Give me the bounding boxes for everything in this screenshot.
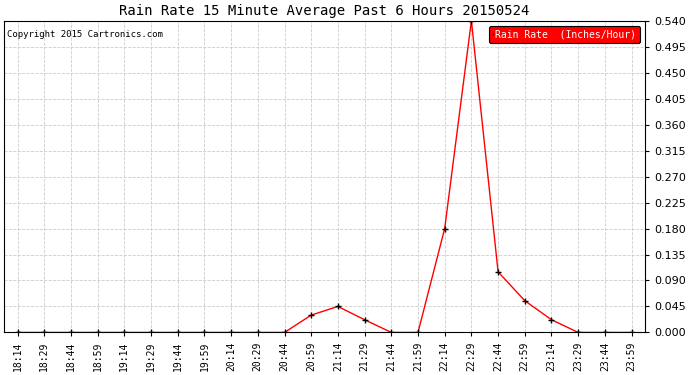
- Title: Rain Rate 15 Minute Average Past 6 Hours 20150524: Rain Rate 15 Minute Average Past 6 Hours…: [119, 4, 530, 18]
- Legend: Rain Rate  (Inches/Hour): Rain Rate (Inches/Hour): [489, 26, 640, 44]
- Text: Copyright 2015 Cartronics.com: Copyright 2015 Cartronics.com: [8, 30, 164, 39]
